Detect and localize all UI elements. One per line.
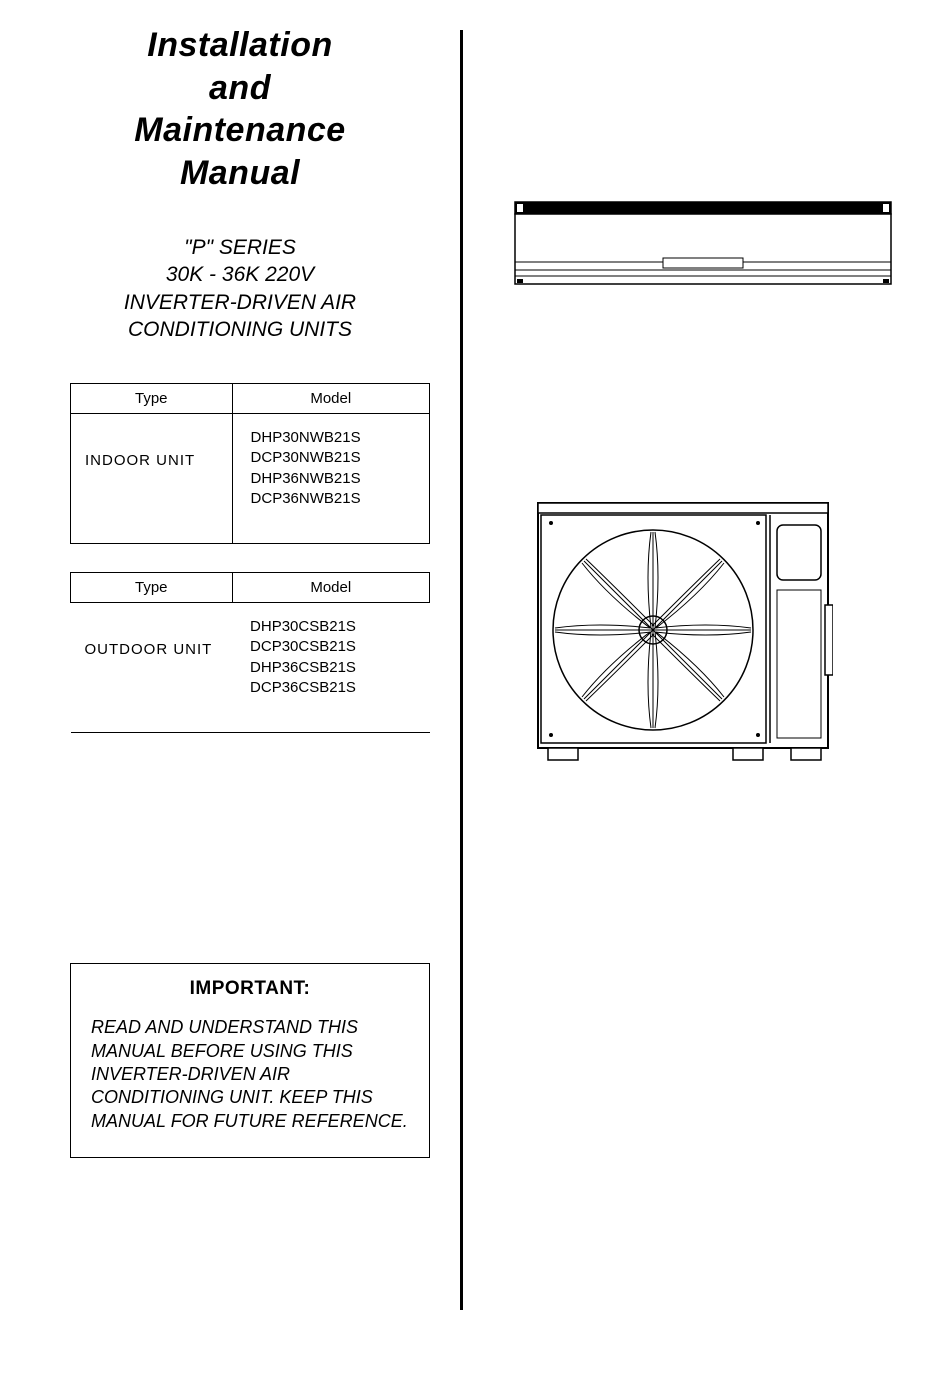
title-line: and [209, 69, 271, 107]
subtitle-line: CONDITIONING UNITS [128, 318, 352, 341]
indoor-unit-icon [513, 200, 893, 300]
subtitle-line: "P" SERIES [184, 236, 296, 259]
subtitle-line: 30K - 36K 220V [166, 263, 314, 286]
model-number: DCP30CSB21S [250, 638, 356, 655]
subtitle-line: INVERTER-DRIVEN AIR [124, 291, 356, 314]
indoor-type-cell: INDOOR UNIT [71, 414, 233, 544]
title-line: Maintenance [134, 111, 345, 149]
table-header-model: Model [232, 573, 429, 603]
outdoor-unit-icon [533, 495, 833, 765]
important-notice-box: IMPORTANT: READ AND UNDERSTAND THIS MANU… [70, 963, 430, 1158]
outdoor-model-cell: DHP30CSB21S DCP30CSB21S DHP36CSB21S DCP3… [232, 603, 429, 733]
table-header-model: Model [232, 384, 429, 414]
important-heading: IMPORTANT: [89, 978, 411, 1000]
model-number: DCP36NWB21S [251, 490, 361, 507]
outdoor-type-cell: OUTDOOR UNIT [71, 603, 233, 733]
model-number: DCP30NWB21S [251, 449, 361, 466]
model-number: DCP36CSB21S [250, 679, 356, 696]
model-number: DHP36NWB21S [251, 470, 361, 487]
table-header-type: Type [71, 573, 233, 603]
title-line: Installation [147, 26, 332, 64]
model-number: DHP30CSB21S [250, 618, 356, 635]
outdoor-unit-table: Type Model OUTDOOR UNIT DHP30CSB21S DCP3… [70, 572, 430, 733]
important-text: READ AND UNDERSTAND THIS MANUAL BEFORE U… [89, 1016, 411, 1133]
indoor-unit-table: Type Model INDOOR UNIT DHP30NWB21S DCP30… [70, 383, 430, 544]
indoor-unit-illustration [513, 200, 910, 305]
table-header-type: Type [71, 384, 233, 414]
model-number: DHP30NWB21S [251, 429, 361, 446]
model-number: DHP36CSB21S [250, 659, 356, 676]
manual-subtitle: "P" SERIES 30K - 36K 220V INVERTER-DRIVE… [40, 234, 440, 343]
title-line: Manual [180, 154, 300, 192]
manual-title: Installation and Maintenance Manual [40, 24, 440, 194]
indoor-model-cell: DHP30NWB21S DCP30NWB21S DHP36NWB21S DCP3… [232, 414, 429, 544]
outdoor-unit-illustration [533, 495, 910, 770]
